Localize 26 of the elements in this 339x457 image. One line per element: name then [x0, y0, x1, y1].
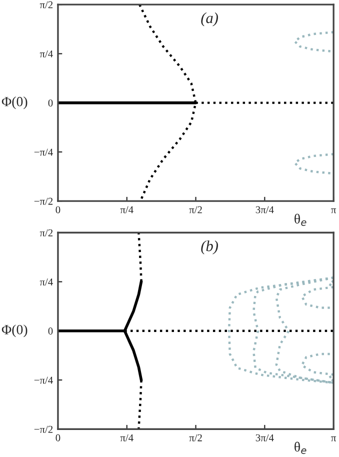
- x-axis-title: θ$_{e}$: [294, 214, 306, 226]
- y-tick-label: π/4: [40, 278, 53, 286]
- chart-title: (b): [201, 240, 218, 254]
- x-tick-label: π/2: [189, 434, 202, 442]
- y-tick-label: 0: [48, 328, 53, 335]
- x-tick-label: π/4: [120, 434, 134, 442]
- x-tick-label: π/4: [120, 206, 134, 214]
- y-tick-label: −π/4: [34, 148, 53, 156]
- x-tick-label: 0: [56, 434, 60, 442]
- x-axis-title: θ$_{e}$: [294, 442, 306, 454]
- y-tick-label: π/2: [40, 229, 53, 236]
- y-tick-label: 0: [48, 100, 53, 107]
- x-tick-label: π: [331, 208, 336, 214]
- x-tick-label: 0: [56, 206, 60, 214]
- y-tick-label: −π/4: [34, 376, 53, 384]
- y-tick-label: −π/2: [34, 198, 53, 205]
- y-axis-title: Φ(0): [2, 324, 28, 338]
- y-tick-label: π/2: [40, 1, 53, 8]
- x-tick-label: 3π/4: [256, 434, 274, 442]
- x-tick-label: π/2: [189, 206, 202, 214]
- chart-title: (a): [201, 12, 218, 26]
- y-tick-label: −π/2: [34, 426, 53, 433]
- x-tick-label: π: [331, 436, 336, 442]
- x-tick-label: 3π/4: [256, 206, 274, 214]
- y-tick-label: π/4: [40, 50, 53, 58]
- y-axis-title: Φ(0): [2, 96, 28, 110]
